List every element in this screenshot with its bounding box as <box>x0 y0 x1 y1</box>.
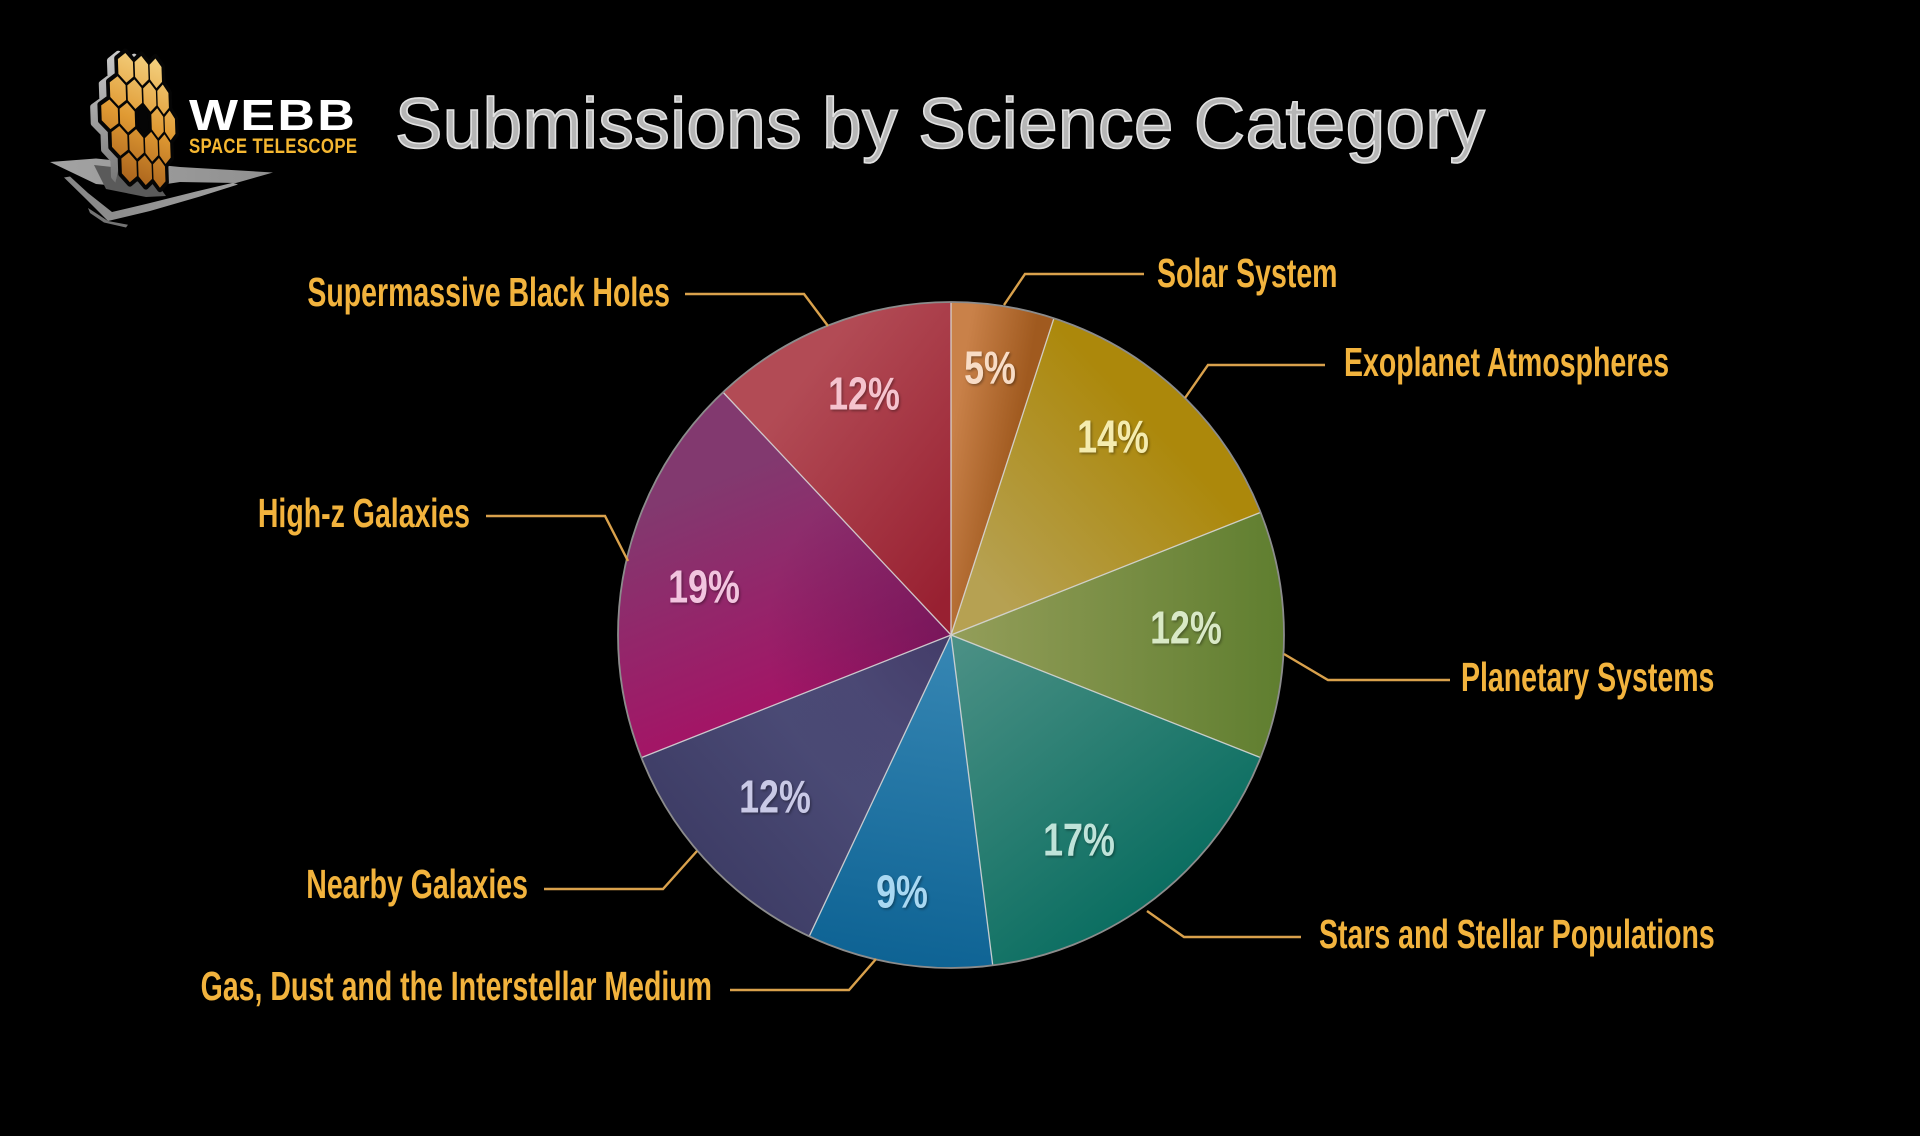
svg-text:SPACE TELESCOPE: SPACE TELESCOPE <box>189 135 357 158</box>
svg-text:Solar System: Solar System <box>1157 251 1338 296</box>
svg-text:12%: 12% <box>739 771 811 822</box>
svg-text:Submissions by Science Categor: Submissions by Science Category <box>395 85 1485 164</box>
svg-text:Supermassive Black Holes: Supermassive Black Holes <box>307 270 670 315</box>
svg-text:12%: 12% <box>828 368 900 419</box>
svg-text:17%: 17% <box>1043 814 1115 865</box>
svg-text:High-z Galaxies: High-z Galaxies <box>258 491 470 536</box>
svg-text:12%: 12% <box>1150 602 1222 653</box>
svg-text:WEBB: WEBB <box>189 91 357 140</box>
svg-text:Exoplanet Atmospheres: Exoplanet Atmospheres <box>1344 340 1669 385</box>
svg-text:9%: 9% <box>876 866 928 917</box>
svg-text:14%: 14% <box>1077 411 1149 462</box>
svg-text:Nearby Galaxies: Nearby Galaxies <box>306 862 528 907</box>
svg-text:5%: 5% <box>964 342 1016 393</box>
svg-text:Gas, Dust and the Interstellar: Gas, Dust and the Interstellar Medium <box>201 964 712 1009</box>
svg-text:19%: 19% <box>668 561 740 612</box>
svg-text:Stars and Stellar Populations: Stars and Stellar Populations <box>1319 912 1715 957</box>
svg-text:Planetary Systems: Planetary Systems <box>1461 655 1714 700</box>
